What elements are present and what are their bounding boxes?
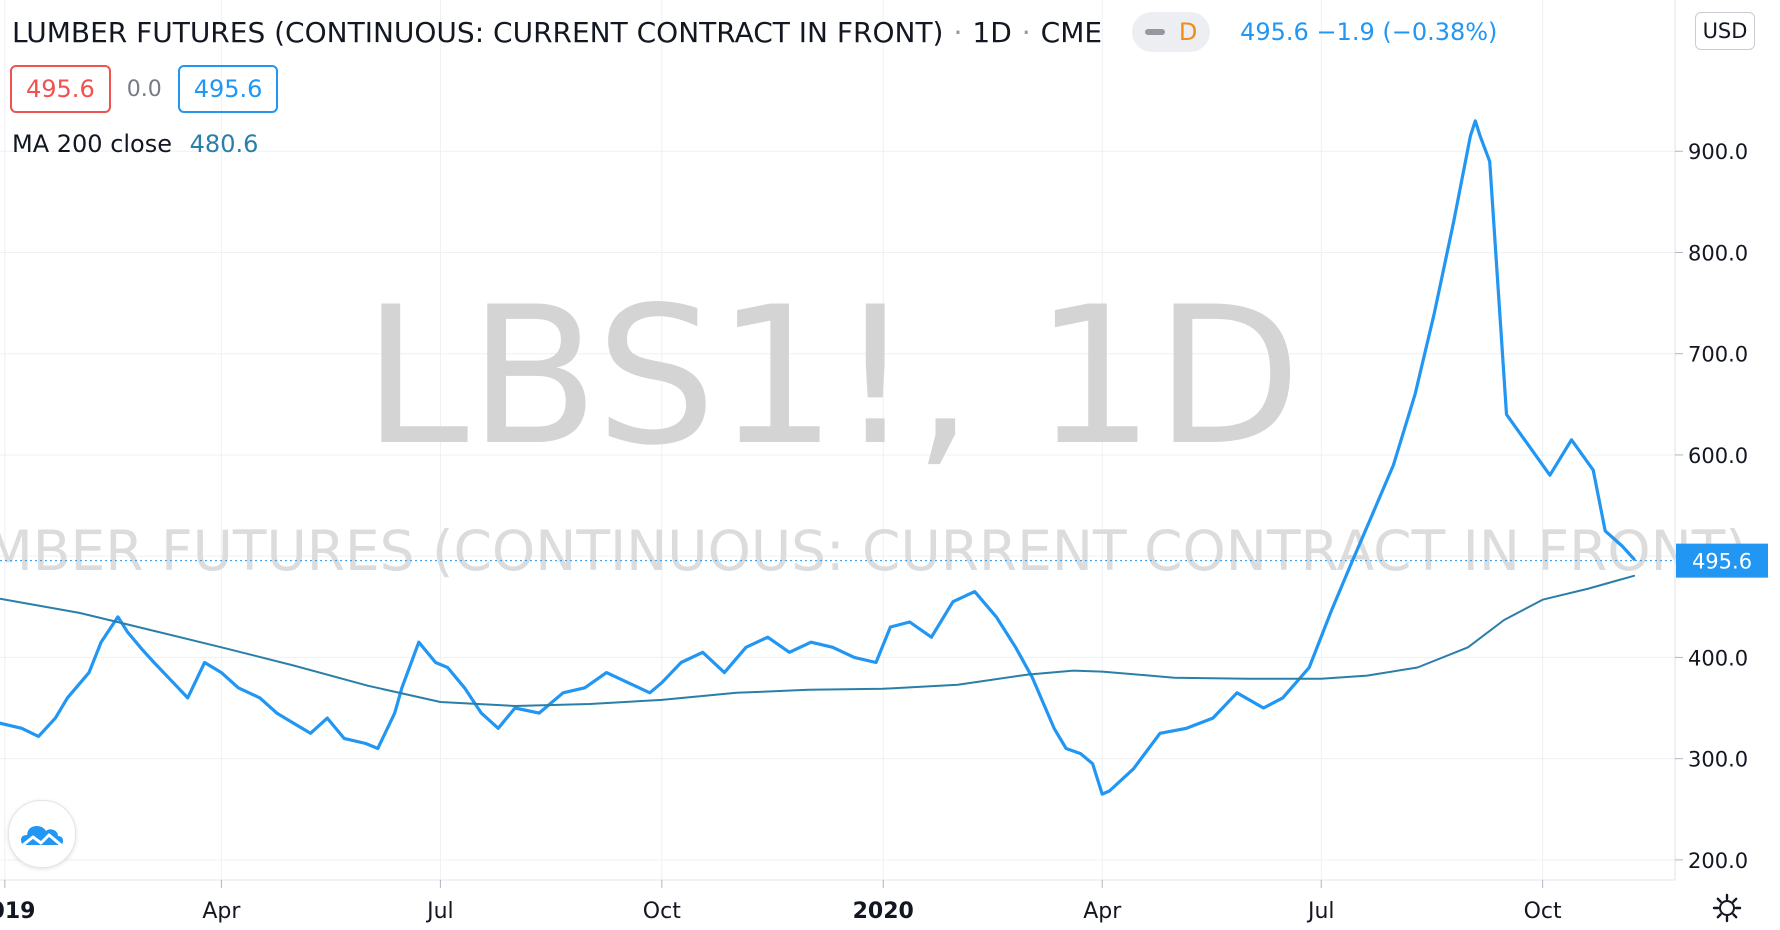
price-change-readout: 495.6 −1.9 (−0.38%) bbox=[1240, 18, 1497, 46]
indicator-legend[interactable]: MA 200 close 480.6 bbox=[12, 130, 258, 158]
separator-dot: · bbox=[953, 15, 963, 49]
currency-button[interactable]: USD bbox=[1695, 12, 1755, 50]
watermark-name: LUMBER FUTURES (CONTINUOUS: CURRENT CONT… bbox=[0, 519, 1747, 583]
x-tick-label: Jul bbox=[1306, 899, 1335, 924]
price-series-line[interactable] bbox=[0, 119, 1636, 796]
x-tick-label: 2019 bbox=[0, 899, 35, 924]
x-tick-label: 2020 bbox=[853, 899, 914, 924]
symbol-title[interactable]: LUMBER FUTURES (CONTINUOUS: CURRENT CONT… bbox=[12, 15, 944, 49]
ma-200-line[interactable] bbox=[0, 574, 1636, 707]
indicator-value: 480.6 bbox=[189, 130, 259, 158]
gear-icon[interactable] bbox=[1712, 893, 1742, 923]
grid-lines bbox=[0, 0, 1675, 880]
spread-value: 0.0 bbox=[126, 76, 162, 102]
last-price-value: 495.6 bbox=[1692, 550, 1752, 574]
exchange-label: CME bbox=[1040, 15, 1103, 49]
x-tick-label: Jul bbox=[425, 899, 454, 924]
watermark-symbol: LBS1!, 1D bbox=[363, 266, 1302, 487]
symbol-header: LUMBER FUTURES (CONTINUOUS: CURRENT CONT… bbox=[12, 12, 1497, 52]
cloud-icon bbox=[21, 826, 63, 847]
separator-dot: · bbox=[1021, 15, 1031, 49]
y-tick-label: 800.0 bbox=[1688, 241, 1748, 265]
y-tick-label: 700.0 bbox=[1688, 343, 1748, 367]
last-price-readout: 495.6 bbox=[1240, 18, 1309, 46]
sell-button[interactable]: 495.6 bbox=[10, 65, 111, 113]
y-tick-label: 300.0 bbox=[1688, 748, 1748, 772]
last-price-label: 495.6 bbox=[1676, 543, 1768, 578]
currency-label: USD bbox=[1702, 19, 1748, 43]
series-layer bbox=[0, 119, 1636, 796]
tradingview-cloud-icon[interactable] bbox=[8, 800, 76, 868]
change-readout: −1.9 (−0.38%) bbox=[1316, 18, 1498, 46]
x-tick-label: Apr bbox=[202, 899, 241, 924]
y-tick-label: 400.0 bbox=[1688, 646, 1748, 670]
y-tick-label: 600.0 bbox=[1688, 444, 1748, 468]
time-axis[interactable]: 2019 Apr Jul Oct 2020 Apr Jul Oct bbox=[0, 880, 1562, 924]
interval-label[interactable]: 1D bbox=[972, 15, 1012, 49]
minus-icon bbox=[1144, 29, 1165, 35]
x-tick-label: Oct bbox=[1524, 899, 1562, 924]
buy-button[interactable]: 495.6 bbox=[177, 65, 279, 113]
data-status-pill[interactable]: D bbox=[1132, 12, 1211, 52]
x-tick-label: Apr bbox=[1083, 899, 1122, 924]
delayed-data-badge: D bbox=[1178, 18, 1198, 46]
quote-buttons: 495.6 0.0 495.6 bbox=[10, 65, 279, 113]
y-tick-label: 900.0 bbox=[1688, 140, 1748, 164]
x-tick-label: Oct bbox=[643, 899, 681, 924]
y-tick-label: 200.0 bbox=[1688, 849, 1748, 873]
indicator-label: MA 200 close bbox=[12, 130, 173, 158]
